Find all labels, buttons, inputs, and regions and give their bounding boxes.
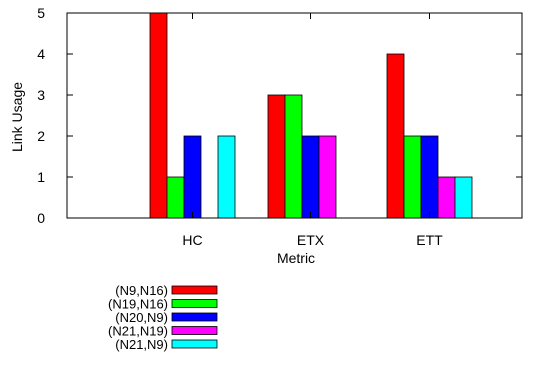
- bar: [149, 12, 168, 219]
- x-axis-label: Metric: [277, 250, 315, 266]
- x-tick-label: ETT: [416, 232, 443, 248]
- bar: [183, 135, 202, 219]
- legend-label: (N9,N16): [115, 283, 168, 298]
- axes: 0 1 2 3 4 5 HC ETX ETT: [37, 5, 522, 248]
- y-tick-label: 0: [37, 210, 45, 226]
- bar: [318, 135, 337, 219]
- bar: [420, 135, 439, 219]
- legend-swatch: [171, 312, 218, 322]
- y-tick-label: 4: [37, 46, 45, 62]
- y-tick-label: 3: [37, 87, 45, 103]
- legend-label: (N20,N9): [115, 310, 168, 325]
- legend-swatch: [171, 285, 218, 295]
- bar: [437, 176, 456, 219]
- bar: [301, 135, 320, 219]
- bars: [149, 12, 473, 219]
- legend-swatch: [171, 339, 218, 349]
- bar: [284, 94, 303, 219]
- y-tick-label: 5: [37, 5, 45, 21]
- legend: (N9,N16)(N19,N16)(N20,N9)(N21,N19)(N21,N…: [108, 283, 218, 352]
- bar: [267, 94, 286, 219]
- y-tick-label: 1: [37, 169, 45, 185]
- x-tick-label: ETX: [297, 232, 325, 248]
- y-axis-label: Link Usage: [9, 82, 25, 152]
- bar: [403, 135, 422, 219]
- legend-label: (N21,N19): [108, 324, 168, 339]
- y-tick-label: 2: [37, 128, 45, 144]
- legend-swatch: [171, 326, 218, 335]
- x-tick-label: HC: [182, 232, 202, 248]
- bar: [454, 176, 473, 219]
- bar: [166, 176, 185, 219]
- legend-label: (N19,N16): [108, 297, 168, 312]
- legend-swatch: [171, 299, 218, 308]
- bar: [217, 135, 236, 219]
- bar: [386, 53, 405, 219]
- legend-label: (N21,N9): [115, 337, 168, 352]
